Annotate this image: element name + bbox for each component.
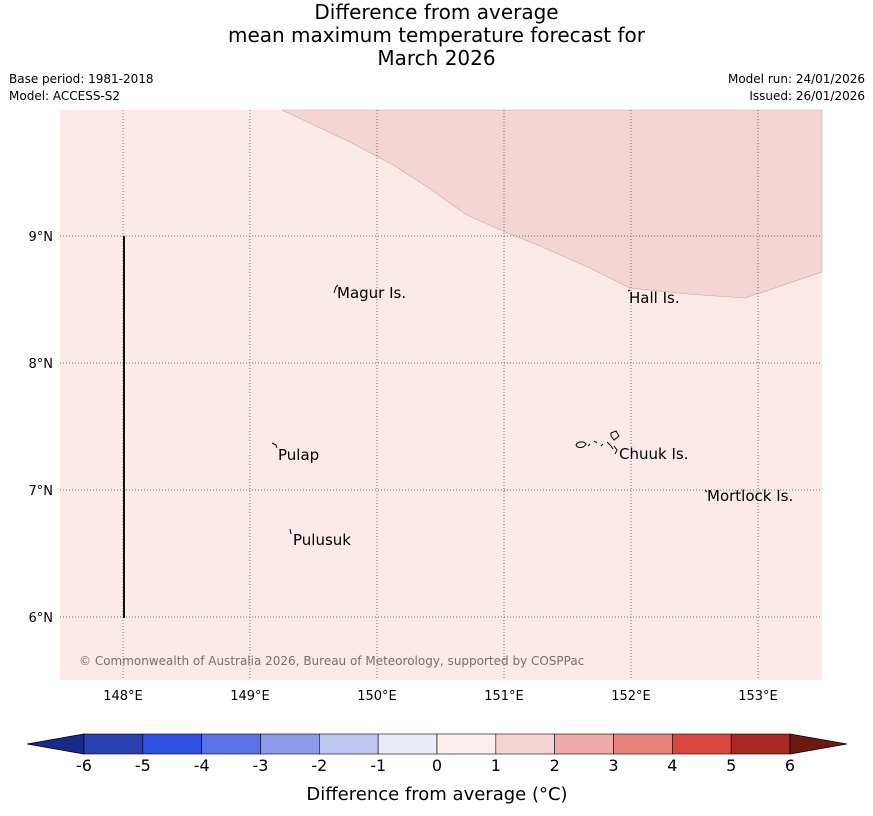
base-period: Base period: 1981-2018 — [9, 72, 154, 86]
place-mortlock-is: Mortlock Is. — [707, 487, 793, 505]
colorbar-tick-label: -4 — [194, 756, 210, 775]
colorbar-bin-11 — [730, 733, 791, 755]
colorbar-tick-label: 5 — [726, 756, 736, 775]
colorbar-bin-7 — [495, 733, 555, 755]
lon-label-149: 149°E — [230, 689, 270, 704]
colorbar-bin-8 — [554, 733, 614, 755]
colorbar-tick-label: -6 — [76, 756, 92, 775]
place-magur-is: Magur Is. — [337, 284, 406, 302]
title-line-1: Difference from average — [314, 0, 559, 24]
lon-label-150: 150°E — [357, 689, 397, 704]
colorbar-tick-label: -2 — [311, 756, 327, 775]
colorbar-bin-0 — [83, 733, 144, 755]
colorbar-tick-label: -3 — [253, 756, 269, 775]
place-pulusuk: Pulusuk — [293, 531, 351, 549]
lon-label-153: 153°E — [738, 689, 778, 704]
colorbar-bin-9 — [613, 733, 673, 755]
colorbar-tick-label: -5 — [135, 756, 151, 775]
map-panel: Magur Is. Hall Is. Pulap Chuuk Is. Mortl… — [60, 109, 823, 680]
colorbar-bin-2 — [201, 733, 261, 755]
colorbar-bin-6 — [436, 733, 497, 755]
model-name: Model: ACCESS-S2 — [9, 89, 121, 103]
lat-labels: 9°N 8°N 7°N 6°N — [29, 230, 54, 626]
colorbar-under-arrow — [26, 733, 85, 755]
lat-label-9n: 9°N — [29, 230, 54, 245]
title-line-3: March 2026 — [377, 46, 496, 70]
title-line-2: mean maximum temperature forecast for — [227, 23, 645, 47]
lon-label-152: 152°E — [611, 689, 651, 704]
colorbar-tick-label: 0 — [432, 756, 442, 775]
colorbar-bin-10 — [672, 733, 732, 755]
lon-labels: 148°E 149°E 150°E 151°E 152°E 153°E — [103, 689, 778, 704]
colorbar-bin-3 — [260, 733, 320, 755]
place-chuuk-is: Chuuk Is. — [619, 445, 688, 463]
lon-label-151: 151°E — [484, 689, 524, 704]
meta-left: Base period: 1981-2018 Model: ACCESS-S2 — [9, 71, 154, 105]
place-pulap: Pulap — [278, 446, 319, 464]
lat-label-7n: 7°N — [29, 484, 54, 499]
colorbar-tick-label: -1 — [370, 756, 386, 775]
lon-label-148: 148°E — [103, 689, 143, 704]
colorbar-tick-label: 3 — [608, 756, 618, 775]
place-hall-is: Hall Is. — [629, 289, 680, 307]
colorbar-bin-5 — [377, 733, 438, 755]
colorbar-bin-4 — [319, 733, 379, 755]
colorbar-tick-label: 6 — [785, 756, 795, 775]
issued-date: Issued: 26/01/2026 — [749, 89, 865, 103]
lat-label-6n: 6°N — [29, 611, 54, 626]
colorbar: -6 -5 -4 -3 -2 -1 0 1 2 3 4 5 6 Difference from aver… — [26, 733, 848, 805]
meta-right: Model run: 24/01/2026 Issued: 26/01/2026 — [728, 71, 865, 105]
colorbar-over-arrow — [789, 733, 848, 755]
colorbar-tick-label: 1 — [491, 756, 501, 775]
island-outlines — [271, 284, 708, 535]
colorbar-bin-1 — [142, 733, 202, 755]
colorbar-label: Difference from average (°C) — [306, 784, 567, 805]
colorbar-tick-label: 4 — [667, 756, 677, 775]
anomaly-fill-1-2 — [281, 109, 823, 299]
model-run: Model run: 24/01/2026 — [727, 72, 865, 86]
copyright-text: © Commonwealth of Australia 2026, Bureau… — [79, 654, 584, 668]
colorbar-tick-label: 2 — [550, 756, 560, 775]
lat-label-8n: 8°N — [29, 357, 54, 372]
